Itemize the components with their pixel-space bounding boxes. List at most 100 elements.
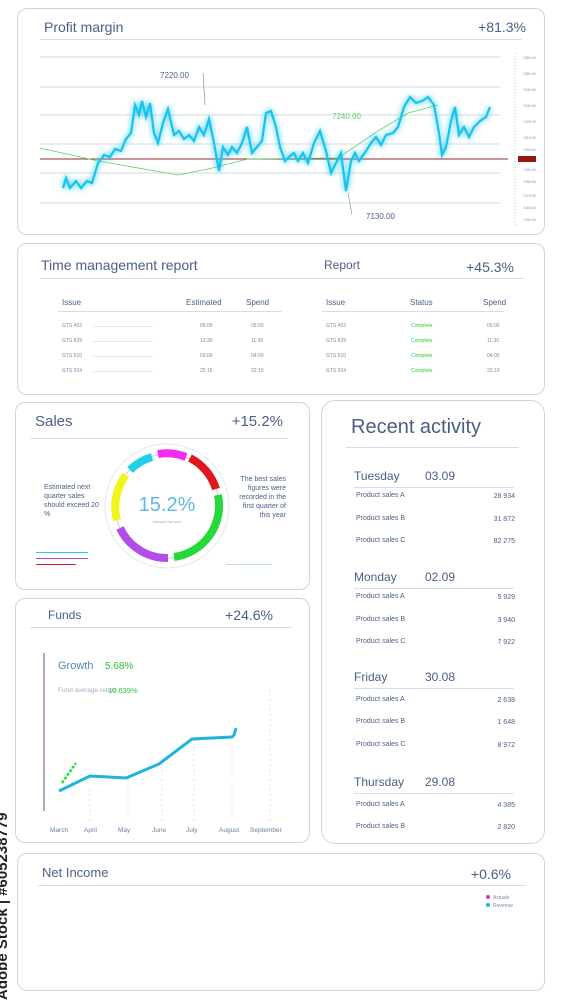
row-status: Complete	[411, 368, 433, 374]
profit-leader-high	[202, 72, 206, 106]
funds-avg-value: 10.639%	[108, 686, 138, 695]
profit-trend-line	[39, 104, 439, 176]
sales-value: +15.2%	[231, 413, 283, 430]
profit-y-tick: 7250.00	[523, 72, 536, 76]
left-header-estimated: Estimated	[186, 298, 222, 307]
activity-row-value: 2 820	[497, 824, 515, 831]
donut-segment-red	[188, 454, 220, 491]
legend-dot	[486, 895, 490, 899]
activity-title: Recent activity	[351, 416, 482, 438]
sales-center-sub: Managed last year	[153, 520, 183, 524]
profit-margin-card: Profit margin +81.3% 7220.00 7240.00 713…	[17, 8, 545, 235]
right-header-spend: Spend	[483, 298, 507, 307]
recent-activity-card: Recent activity Tuesday 03.09 Product sa…	[321, 400, 545, 844]
activity-day-rule	[354, 588, 514, 589]
row-description-placeholder	[93, 356, 153, 357]
net-value: +0.6%	[470, 866, 511, 882]
activity-row-value: 4 385	[497, 802, 515, 809]
legend-item-revenue: Revenue	[486, 902, 513, 910]
activity-row-label: Product sales A	[356, 593, 405, 600]
legend-label: Revenue	[493, 903, 514, 909]
funds-divider	[30, 627, 292, 628]
activity-row-value: 5 929	[497, 594, 515, 601]
activity-date: 30.08	[425, 670, 456, 684]
profit-leader-low	[347, 192, 353, 216]
funds-value: +24.6%	[225, 607, 273, 623]
row-spend-right: 05:00	[487, 323, 500, 329]
activity-row-label: Product sales B	[356, 616, 406, 623]
profit-y-tick: 7210.00	[523, 136, 536, 140]
watermark-text: Adobe Stock | #605238779	[0, 812, 11, 1000]
row-status: Complete	[411, 338, 433, 344]
activity-day: Friday	[354, 670, 388, 684]
profit-marker	[518, 156, 536, 162]
activity-row-label: Product sales A	[356, 696, 405, 703]
net-divider	[38, 885, 526, 886]
activity-row-label: Product sales B	[356, 515, 406, 522]
profit-y-tick: 7260.00	[523, 56, 536, 60]
row-issue: GTS 452	[62, 323, 83, 329]
funds-month-labels: March April May June July August Septemb…	[50, 827, 283, 834]
activity-row-value: 82 275	[493, 538, 515, 545]
activity-row-label: Product sales C	[356, 741, 406, 748]
funds-title: Funds	[48, 608, 82, 622]
funds-month-label: August	[219, 827, 239, 834]
profit-gridlines	[40, 56, 500, 204]
row-issue: GTS 610	[62, 353, 83, 359]
legend-item-actuals: Actuals	[486, 894, 513, 902]
funds-month-label: March	[50, 827, 68, 834]
activity-day-rule	[354, 688, 514, 689]
activity-row-label: Product sales B	[356, 718, 406, 725]
profit-y-tick: 7240.00	[523, 88, 536, 92]
profit-y-tick: 7160.00	[523, 206, 536, 210]
sales-legend-line	[226, 564, 272, 565]
row-description-placeholder	[93, 371, 153, 372]
profit-chart: 7220.00 7240.00 7130.00 7260.00 7250.00 …	[39, 53, 536, 225]
funds-growth-value: 5.68%	[105, 661, 133, 672]
right-header-rule	[322, 311, 504, 312]
donut-segment-magenta	[157, 449, 188, 461]
activity-row-label: Product sales A	[356, 492, 405, 499]
funds-growth-line	[58, 727, 238, 793]
activity-day: Monday	[354, 570, 397, 584]
activity-row-label: Product sales B	[356, 823, 406, 830]
sales-legend-line	[36, 552, 88, 553]
activity-row-label: Product sales C	[356, 537, 406, 544]
profit-value: +81.3%	[478, 19, 526, 35]
profit-y-tick: 7150.00	[523, 218, 536, 222]
time-divider	[40, 278, 524, 279]
activity-row-value: 1 648	[497, 719, 515, 726]
donut-segment-green	[173, 494, 224, 561]
funds-growth-label: Growth	[58, 660, 93, 672]
sales-donut: 15.2% Managed last year	[104, 443, 230, 569]
profit-label-high: 7220.00	[160, 71, 189, 80]
row-estimated: 12:30	[200, 338, 213, 344]
activity-divider	[346, 447, 519, 448]
sales-card: Sales +15.2% Estimated next quarter sale…	[15, 402, 310, 590]
profit-series-line	[61, 95, 492, 192]
sales-left-text: Estimated next quarter sales should exce…	[44, 484, 99, 518]
activity-day: Tuesday	[354, 469, 400, 483]
net-title: Net Income	[42, 865, 109, 880]
funds-month-label: September	[250, 827, 283, 834]
time-value: +45.3%	[466, 259, 514, 275]
report-title: Report	[324, 258, 361, 272]
funds-avg-label: Fund average return	[58, 687, 117, 694]
row-issue-right: GTS 924	[326, 368, 347, 374]
row-estimated: 06:00	[200, 323, 213, 329]
funds-guide-lines	[89, 689, 271, 821]
donut-segment-cyan	[127, 453, 154, 473]
row-spend: 05:00	[251, 323, 264, 329]
right-header-issue: Issue	[326, 298, 346, 307]
row-status: Complete	[411, 323, 433, 329]
activity-day-rule	[354, 487, 514, 488]
row-spend: 11:30	[251, 338, 264, 344]
profit-y-tick: 7200.00	[523, 148, 536, 152]
activity-row-value: 7 922	[497, 639, 515, 646]
row-description-placeholder	[93, 341, 153, 342]
net-income-card: Net Income +0.6% Actuals Revenue	[17, 853, 545, 991]
funds-chart: Growth 5.68% Fund average return 10.639%…	[43, 653, 283, 834]
row-issue-right: GTS 829	[326, 338, 347, 344]
profit-title: Profit margin	[44, 19, 124, 35]
funds-month-label: May	[118, 827, 131, 834]
